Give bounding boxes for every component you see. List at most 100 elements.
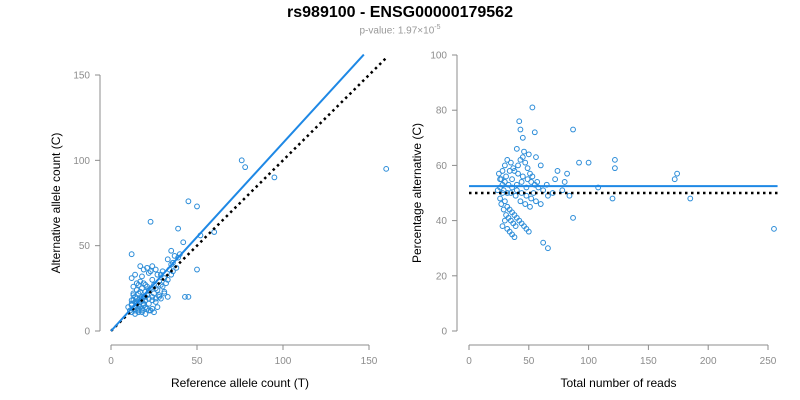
data-point xyxy=(498,201,505,207)
data-point xyxy=(242,164,249,171)
data-point xyxy=(559,187,566,194)
data-point xyxy=(504,156,511,163)
y-axis-title: Percentage alternative (C) xyxy=(410,123,424,263)
data-point xyxy=(595,184,602,191)
data-point xyxy=(570,126,576,133)
data-point xyxy=(137,263,144,270)
data-point xyxy=(164,256,171,263)
data-point xyxy=(519,173,526,180)
data-point xyxy=(499,168,506,174)
data-point xyxy=(576,159,582,166)
data-point xyxy=(149,263,156,270)
x-tick-label: 50 xyxy=(191,356,203,367)
data-point xyxy=(533,154,539,161)
data-point xyxy=(135,282,142,288)
data-point xyxy=(552,176,559,183)
pvalue-text: p-value: 1.97×10 xyxy=(359,25,435,37)
data-point xyxy=(521,148,527,155)
y-tick-label: 20 xyxy=(436,271,448,282)
data-point xyxy=(529,173,536,180)
y-tick-label: 0 xyxy=(84,327,90,338)
pvalue-exponent: -5 xyxy=(434,24,441,31)
data-point xyxy=(164,276,171,283)
data-point xyxy=(537,201,544,207)
data-point xyxy=(540,239,547,246)
data-point xyxy=(128,251,135,258)
data-point xyxy=(133,295,140,302)
x-axis-title: Total number of reads xyxy=(560,376,676,390)
x-tick-label: 250 xyxy=(760,356,777,367)
data-point xyxy=(194,266,200,273)
fit-line xyxy=(110,53,365,332)
data-point xyxy=(137,288,144,295)
data-point xyxy=(125,304,132,311)
y-tick-label: 150 xyxy=(73,71,90,82)
data-point xyxy=(612,165,618,172)
data-point xyxy=(128,297,135,304)
data-point xyxy=(531,129,538,136)
data-point xyxy=(271,174,278,181)
data-point xyxy=(529,104,536,111)
data-point xyxy=(383,165,390,172)
data-point xyxy=(528,179,535,185)
data-point xyxy=(238,157,245,164)
y-tick-label: 60 xyxy=(436,161,448,172)
data-point xyxy=(147,268,154,275)
reference-line xyxy=(110,57,388,332)
data-point xyxy=(771,225,777,232)
data-point xyxy=(517,198,524,205)
data-point xyxy=(512,223,519,230)
data-point xyxy=(500,206,507,213)
data-point xyxy=(137,304,144,311)
data-point xyxy=(180,239,187,246)
data-point xyxy=(497,195,503,202)
x-axis-title: Reference allele count (T) xyxy=(171,376,309,390)
data-point xyxy=(170,259,176,266)
data-point xyxy=(674,170,681,177)
data-point xyxy=(510,165,517,172)
data-point xyxy=(522,201,529,207)
data-point xyxy=(509,176,515,183)
data-point xyxy=(154,304,161,311)
x-tick-label: 200 xyxy=(700,356,717,367)
data-point xyxy=(534,179,541,185)
data-point xyxy=(570,214,576,221)
data-point xyxy=(154,271,161,278)
data-point xyxy=(513,187,520,194)
data-point xyxy=(609,195,616,202)
data-point xyxy=(543,181,550,188)
data-point xyxy=(511,234,518,241)
data-point xyxy=(145,270,152,276)
data-point xyxy=(535,184,542,191)
x-tick-label: 150 xyxy=(640,356,657,367)
data-point xyxy=(525,228,532,235)
y-tick-label: 0 xyxy=(441,327,447,338)
data-point xyxy=(545,245,551,252)
data-point xyxy=(130,283,137,290)
data-point xyxy=(168,247,175,254)
data-point xyxy=(156,293,163,300)
y-tick-label: 40 xyxy=(436,216,448,227)
data-point xyxy=(130,290,137,297)
data-point xyxy=(152,266,159,273)
data-point xyxy=(164,293,171,300)
data-point xyxy=(503,173,509,180)
data-point xyxy=(132,271,138,278)
data-point xyxy=(140,280,147,287)
x-tick-label: 50 xyxy=(523,356,535,367)
x-tick-label: 0 xyxy=(108,356,114,367)
data-point xyxy=(144,264,151,271)
data-point xyxy=(554,168,561,174)
data-point xyxy=(501,162,508,169)
data-point xyxy=(505,181,512,188)
data-point xyxy=(507,159,514,166)
data-point xyxy=(517,126,524,133)
data-point xyxy=(528,195,535,202)
data-point xyxy=(537,162,544,169)
data-point xyxy=(515,170,521,177)
data-point xyxy=(504,190,511,196)
data-point xyxy=(523,184,530,191)
x-tick-label: 0 xyxy=(466,356,472,367)
